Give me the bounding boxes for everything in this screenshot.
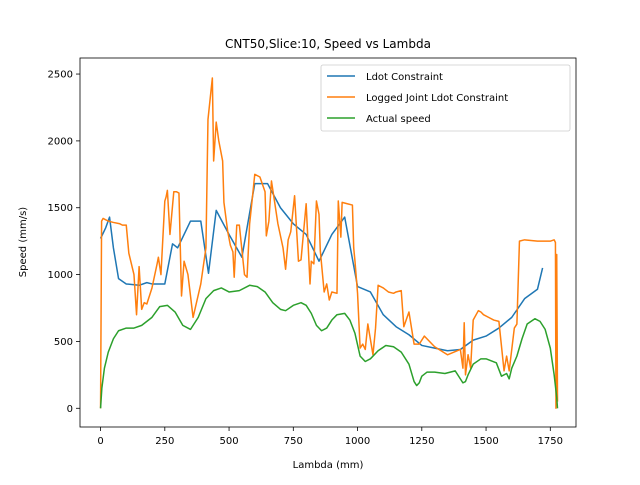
y-axis-label: Speed (mm/s) (18, 207, 29, 277)
series-layer (99, 77, 559, 410)
chart-title: CNT50,Slice:10, Speed vs Lambda (225, 37, 431, 51)
legend-entry-actual-speed: Actual speed (366, 114, 431, 125)
x-tick-label: 1000 (345, 436, 370, 447)
x-tick-label: 1500 (473, 436, 498, 447)
y-tick-label: 1000 (48, 270, 73, 281)
legend-entry-ldot-constraint: Ldot Constraint (366, 72, 443, 83)
y-axis: 0 500 1000 1500 2000 2500 (48, 70, 80, 415)
x-tick-label: 0 (97, 436, 103, 447)
x-axis: 0 250 500 750 1000 1250 1500 1750 (97, 427, 563, 447)
y-tick-label: 1500 (48, 203, 73, 214)
x-axis-label: Lambda (mm) (293, 460, 364, 471)
legend: Ldot Constraint Logged Joint Ldot Constr… (320, 64, 571, 132)
y-tick-label: 500 (54, 337, 73, 348)
series-line-ldot-constraint (99, 182, 544, 352)
y-tick-label: 2500 (48, 70, 73, 81)
series-line-logged-joint-ldot-constraint (99, 77, 559, 410)
x-tick-label: 1250 (409, 436, 434, 447)
plot-frame (79, 57, 577, 428)
x-tick-label: 1750 (538, 436, 563, 447)
y-tick-label: 0 (67, 404, 73, 415)
x-tick-label: 750 (284, 436, 303, 447)
x-tick-label: 500 (220, 436, 239, 447)
legend-box (320, 64, 571, 132)
y-tick-label: 2000 (48, 136, 73, 147)
x-tick-label: 250 (155, 436, 174, 447)
series-line-actual-speed (99, 284, 559, 409)
legend-entry-logged-joint-ldot-constraint: Logged Joint Ldot Constraint (366, 93, 508, 104)
